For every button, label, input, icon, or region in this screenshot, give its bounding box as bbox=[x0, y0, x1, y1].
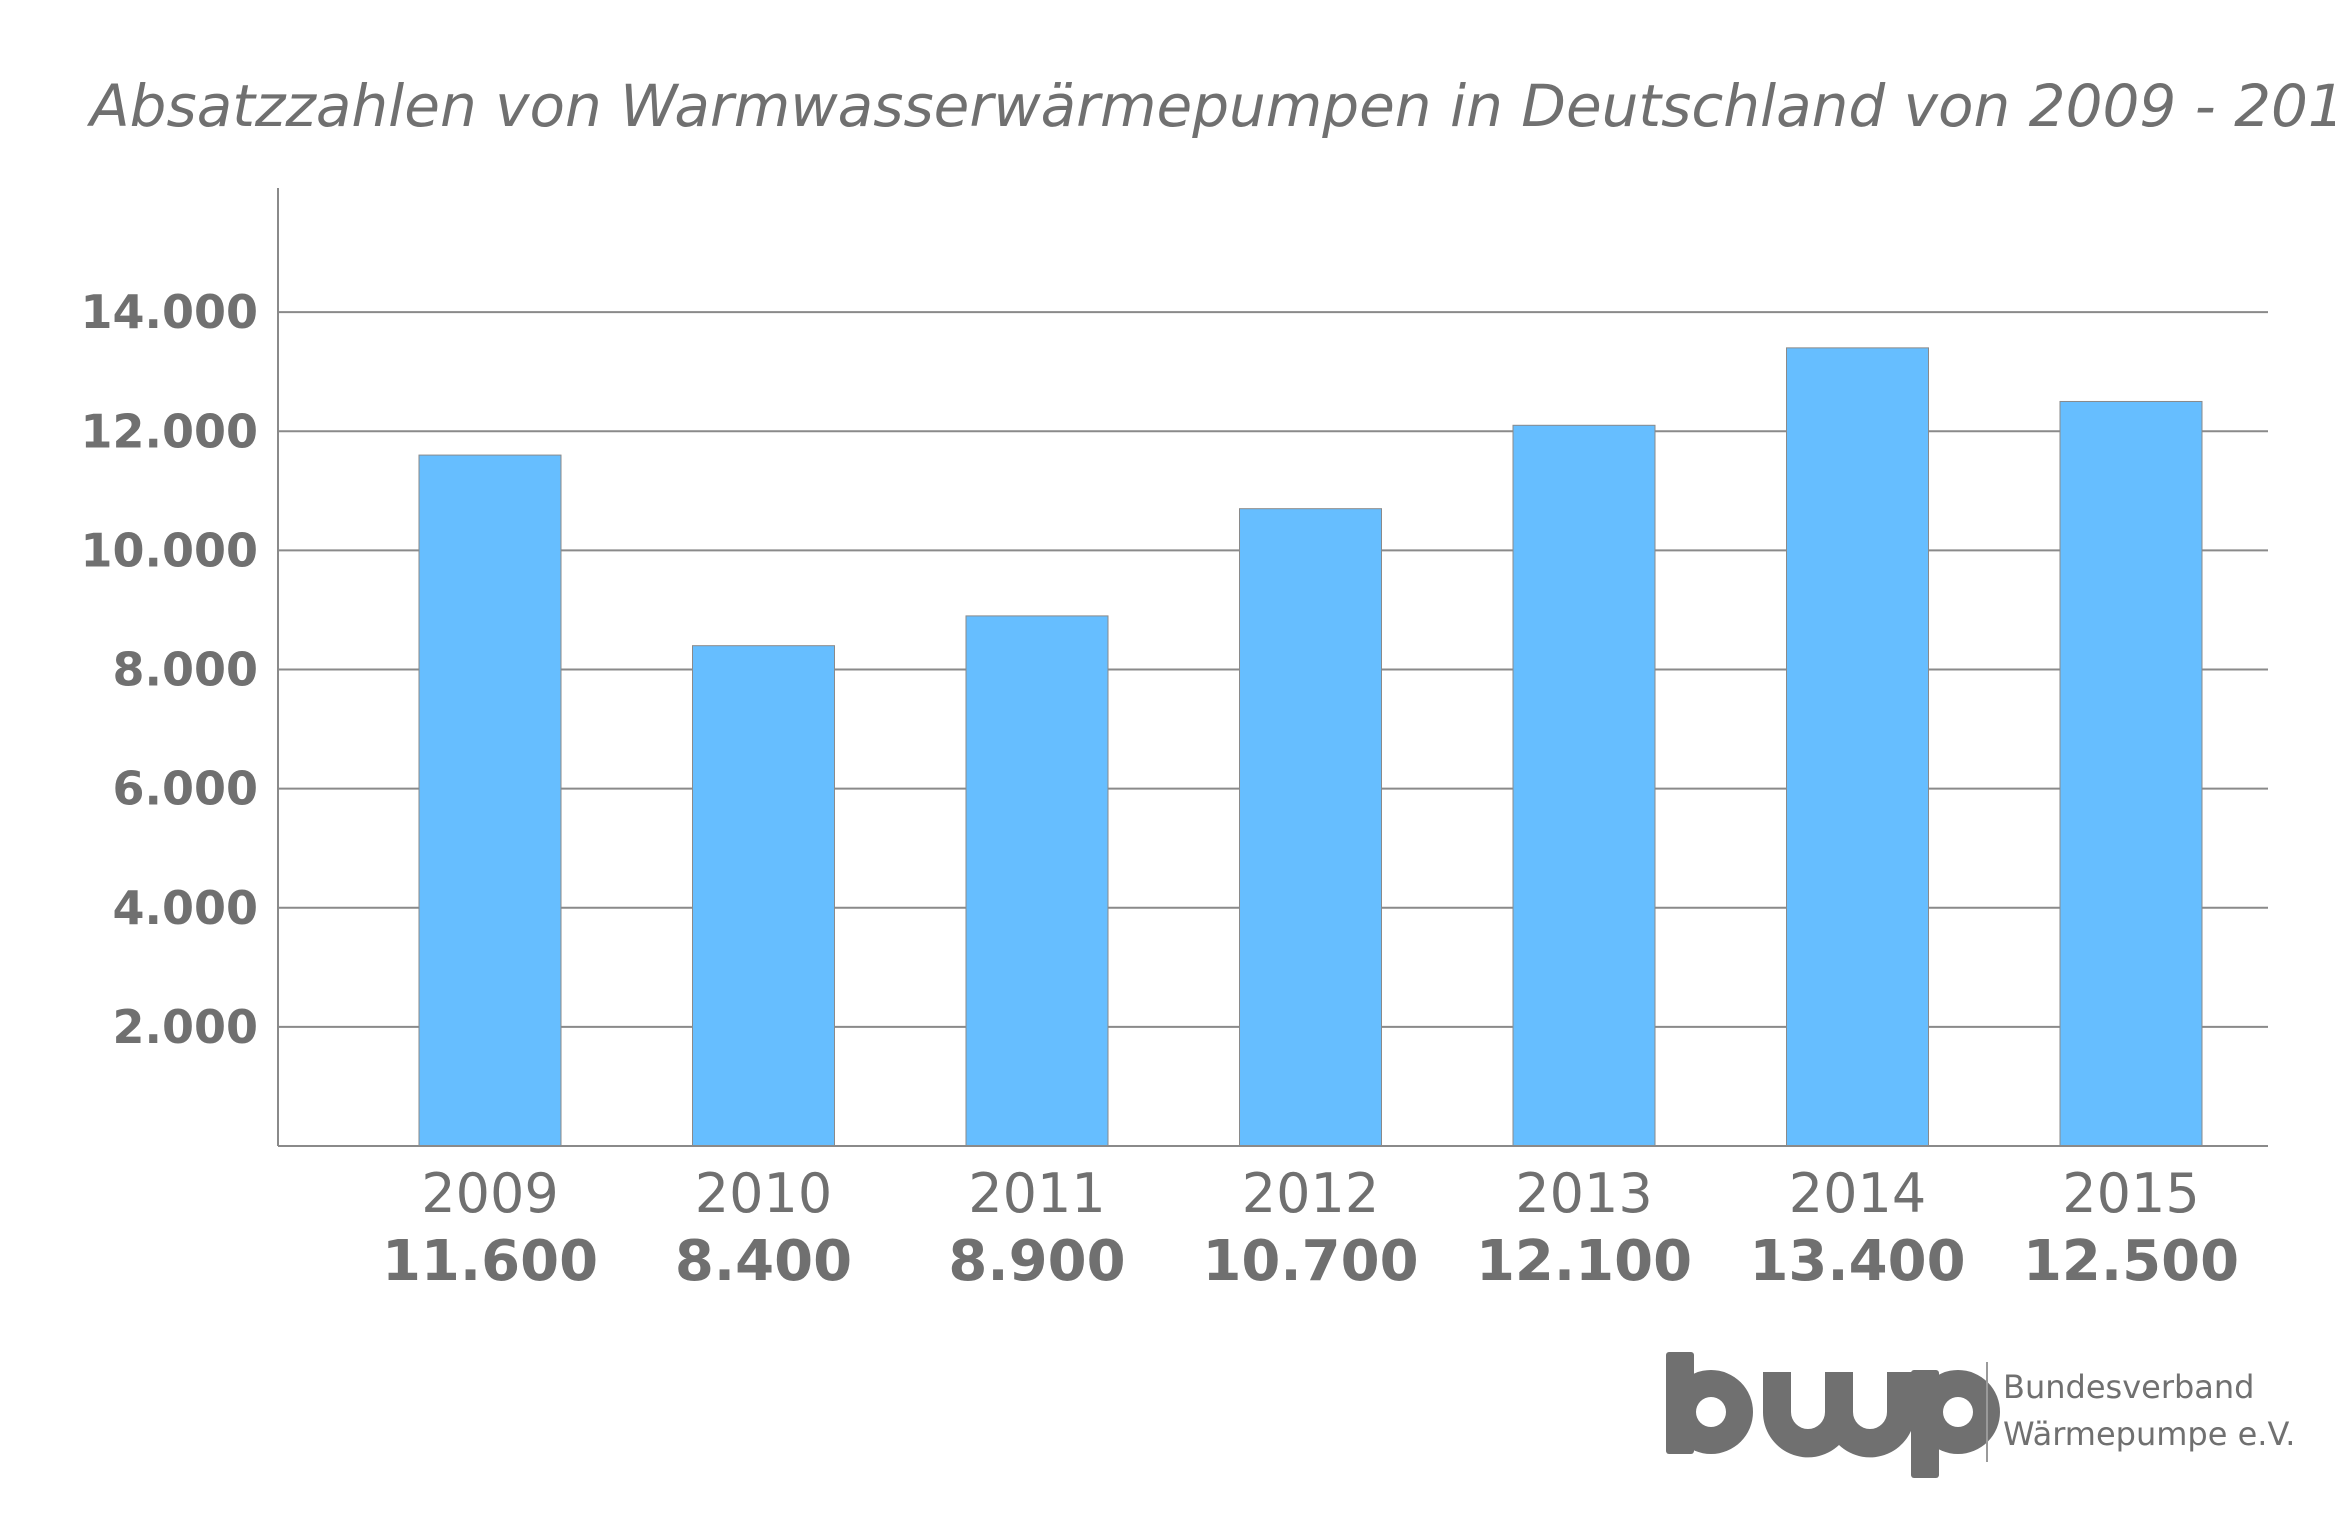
bar-2010 bbox=[692, 645, 835, 1147]
bar-value-label: 13.400 bbox=[1749, 1229, 1965, 1294]
bar-2013 bbox=[1512, 424, 1656, 1147]
bar-2011 bbox=[965, 615, 1109, 1147]
x-category-label: 2009 bbox=[421, 1162, 558, 1225]
y-tick-label: 12.000 bbox=[80, 404, 258, 458]
x-category-label: 2015 bbox=[2062, 1162, 2199, 1225]
y-tick-label: 8.000 bbox=[112, 643, 258, 697]
axes bbox=[277, 188, 2268, 1147]
bar-value-label: 10.700 bbox=[1202, 1229, 1418, 1294]
logo-text-line2: Wärmepumpe e.V. bbox=[2003, 1415, 2295, 1453]
logo-text-line1: Bundesverband bbox=[2003, 1368, 2254, 1406]
y-tick-label: 4.000 bbox=[112, 881, 258, 935]
bar-value-label: 12.500 bbox=[2023, 1229, 2239, 1294]
logo-divider bbox=[1986, 1362, 1988, 1462]
bars bbox=[418, 347, 2203, 1147]
bar-value-label: 8.400 bbox=[675, 1229, 852, 1294]
bar-value-label: 8.900 bbox=[948, 1229, 1125, 1294]
x-category-label: 2010 bbox=[695, 1162, 832, 1225]
y-tick-label: 14.000 bbox=[80, 285, 258, 339]
y-tick-label: 10.000 bbox=[80, 523, 258, 577]
y-axis-tick-labels: 2.000 4.000 6.000 8.000 10.000 12.000 14.000 bbox=[80, 285, 258, 1054]
bar-value-label: 11.600 bbox=[382, 1229, 598, 1294]
bar-2015 bbox=[2059, 400, 2203, 1147]
bar-2012 bbox=[1239, 508, 1382, 1147]
bar-value-label: 12.100 bbox=[1476, 1229, 1692, 1294]
x-axis-category-labels: 2009 2010 2011 2012 2013 2014 2015 bbox=[421, 1162, 2199, 1225]
value-labels: 11.600 8.400 8.900 10.700 12.100 13.400 12.500 bbox=[382, 1229, 2239, 1294]
bar-2014 bbox=[1786, 347, 1929, 1147]
x-category-label: 2013 bbox=[1515, 1162, 1652, 1225]
x-category-label: 2012 bbox=[1242, 1162, 1379, 1225]
x-category-label: 2011 bbox=[968, 1162, 1105, 1225]
bar-2009 bbox=[418, 454, 562, 1147]
bwp-logo-mark bbox=[1666, 1352, 2000, 1478]
x-category-label: 2014 bbox=[1789, 1162, 1926, 1225]
chart-title: Absatzzahlen von Warmwasserwärmepumpen i… bbox=[86, 72, 2335, 140]
y-tick-label: 2.000 bbox=[112, 1000, 258, 1054]
y-tick-label: 6.000 bbox=[112, 762, 258, 816]
bwp-logo: Bundesverband Wärmepumpe e.V. bbox=[1666, 1352, 2295, 1478]
